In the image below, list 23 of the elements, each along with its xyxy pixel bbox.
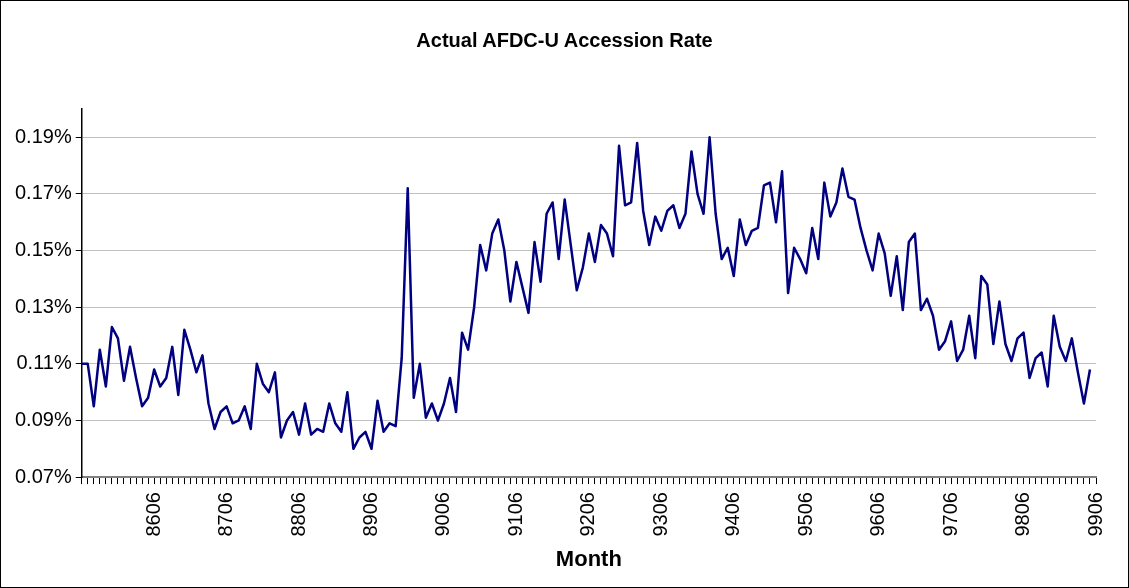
y-tick-label: 0.07% [14,464,72,487]
x-tick-label: 9306 [648,492,671,537]
x-tick-label: 9206 [576,492,599,537]
y-tick-label: 0.17% [14,181,72,204]
x-tick-label: 8806 [286,492,309,537]
x-tick-label: 9506 [793,492,816,537]
x-tick-label: 9406 [721,492,744,537]
x-axis-title: Month [555,545,622,571]
x-tick-label: 8606 [141,492,164,537]
y-tick-label: 0.09% [14,407,72,430]
y-tick-label: 0.19% [14,124,72,147]
x-tick-label: 9906 [1083,492,1106,537]
x-tick-label: 9806 [1011,492,1034,537]
x-tick-label: 8706 [214,492,237,537]
x-tick-label: 9606 [866,492,889,537]
x-tick-label: 9706 [938,492,961,537]
x-tick-label: 9106 [503,492,526,537]
y-tick-label: 0.15% [14,238,72,261]
x-tick-label: 8906 [359,492,382,537]
y-tick-label: 0.11% [16,351,72,374]
y-tick-label: 0.13% [14,294,72,317]
chart-title: Actual AFDC-U Accession Rate [416,28,713,51]
x-tick-label: 9006 [431,492,454,537]
